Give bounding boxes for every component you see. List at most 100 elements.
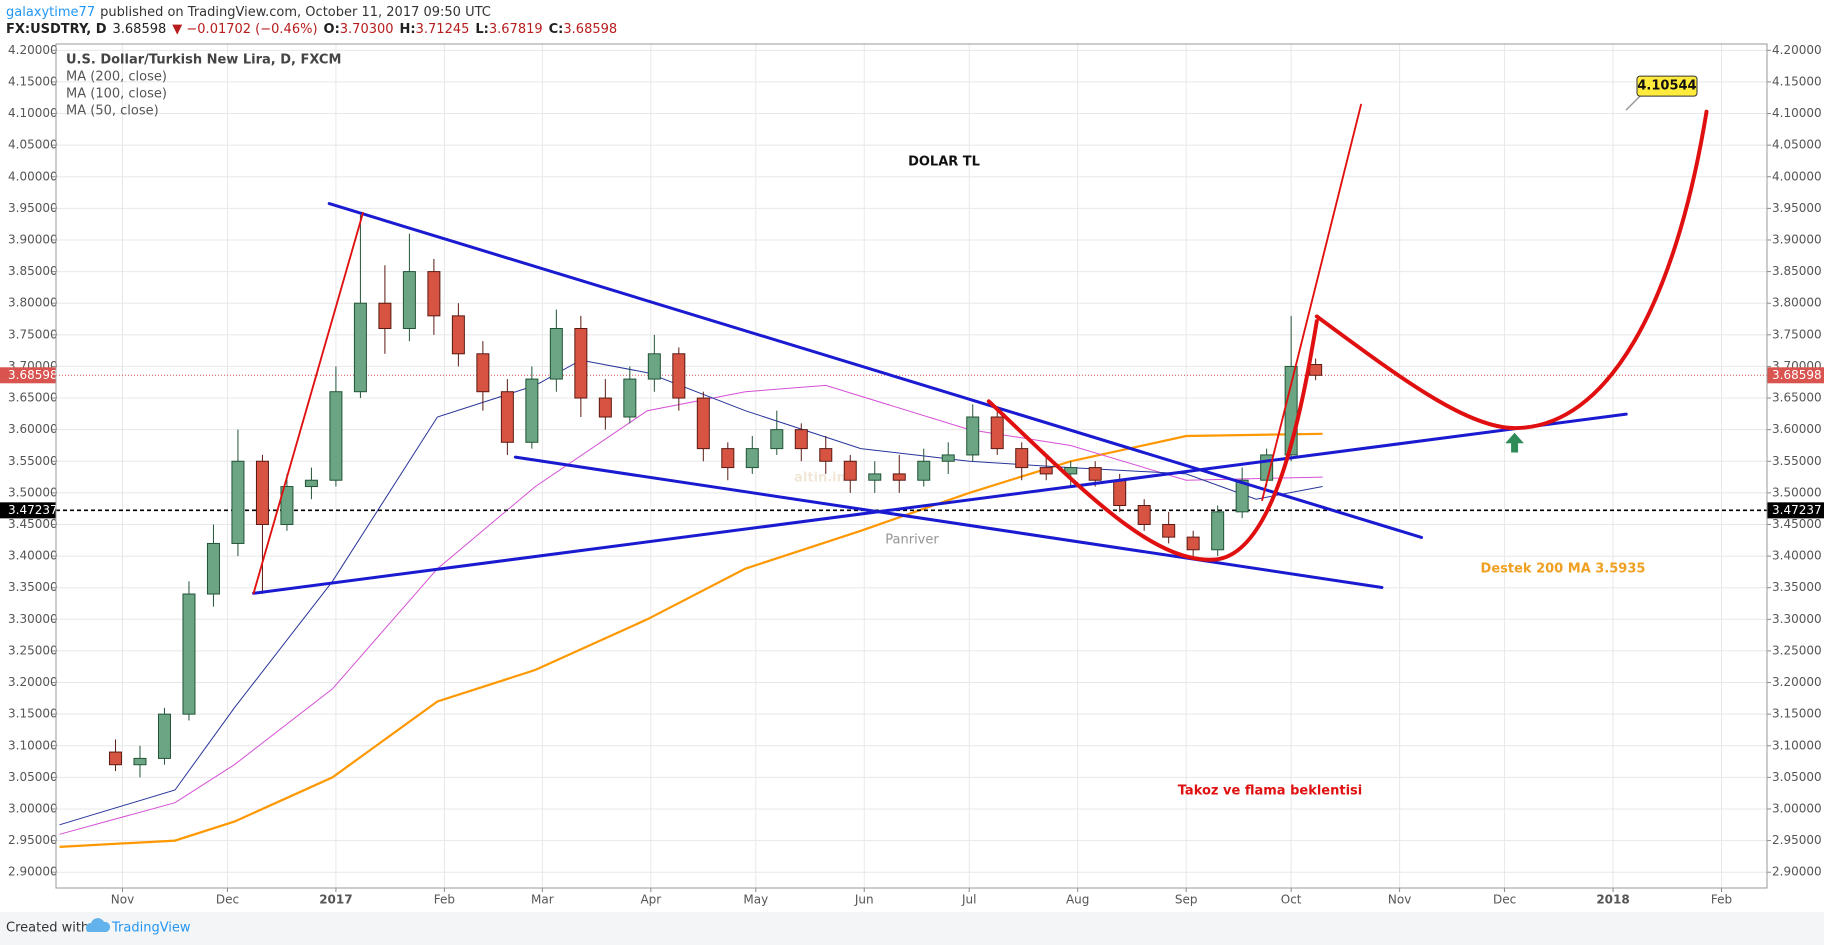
candle-body <box>941 454 955 462</box>
y-tick-label: 3.50000 <box>8 485 58 499</box>
grid-layer <box>56 44 1767 888</box>
change: ▼ −0.01702 (−0.46%) <box>172 22 317 37</box>
y-tick-label: 3.00000 <box>1772 801 1822 815</box>
callout-box <box>1636 75 1698 97</box>
y-tick-label: 4.20000 <box>1772 43 1822 57</box>
x-tick-label: Dec <box>1493 893 1516 907</box>
y-tick-label: 3.30000 <box>8 612 58 626</box>
candle-body <box>402 271 416 329</box>
curve <box>1314 109 1709 431</box>
candle-body <box>672 353 686 399</box>
candle-body <box>1088 467 1102 481</box>
x-tick-label: 2018 <box>1596 893 1629 907</box>
x-tick-label: Feb <box>434 893 455 907</box>
y-tick-label: 3.05000 <box>1772 770 1822 784</box>
plot-frame <box>55 43 1768 889</box>
watermark-logo: altin.in <box>794 471 846 486</box>
y-tick-label: 3.45000 <box>8 517 58 531</box>
x-tick-label: Dec <box>216 893 239 907</box>
y-tick-label: 3.80000 <box>1772 296 1822 310</box>
y-tick-label: 3.40000 <box>1772 549 1822 563</box>
x-tick-label: Apr <box>640 893 661 907</box>
price-box <box>1767 502 1824 519</box>
watermark: Panriver <box>885 533 939 548</box>
y-tick-label: 4.00000 <box>8 169 58 183</box>
ohlc-value: 3.68598 <box>563 22 617 37</box>
callout-label: 4.10544 <box>1637 79 1696 94</box>
y-tick-label: 2.95000 <box>1772 833 1822 847</box>
y-tick-label: 3.25000 <box>8 643 58 657</box>
y-tick-label: 3.35000 <box>1772 580 1822 594</box>
x-tick-label: Sep <box>1175 893 1198 907</box>
candle-body <box>770 429 784 450</box>
candle-body <box>182 593 196 715</box>
price-box <box>0 367 56 384</box>
symbol-line: FX:USDTRY, D 3.68598 ▼ −0.01702 (−0.46%) O:… <box>6 22 617 37</box>
candle-body <box>206 542 220 595</box>
author[interactable]: galaxytime77 <box>6 5 95 20</box>
candle-body <box>623 378 637 418</box>
y-tick-label: 3.90000 <box>8 232 58 246</box>
candle-body <box>451 315 465 355</box>
candle-body <box>696 397 710 450</box>
price-label: 3.47237 <box>1772 503 1822 517</box>
y-tick-label: 3.55000 <box>8 454 58 468</box>
y-tick-label: 3.25000 <box>1772 643 1822 657</box>
x-tick-label: Jun <box>854 893 874 907</box>
footer-brand[interactable]: TradingView <box>111 921 191 936</box>
candle-body <box>427 271 441 317</box>
y-tick-label: 4.05000 <box>8 138 58 152</box>
y-tick-label: 3.75000 <box>1772 327 1822 341</box>
ma-line <box>59 359 1323 826</box>
pole-line <box>252 211 364 595</box>
y-tick-label: 4.15000 <box>8 74 58 88</box>
candle-body <box>500 391 514 443</box>
annotation: DOLAR TL <box>908 155 980 170</box>
y-tick-label: 4.10000 <box>1772 106 1822 120</box>
y-tick-label: 3.15000 <box>8 707 58 721</box>
candle-body <box>1162 523 1176 538</box>
y-tick-label: 3.40000 <box>8 549 58 563</box>
candle-body <box>892 473 906 481</box>
publish-line: galaxytime77 published on TradingView.com… <box>6 5 491 20</box>
candle-body <box>990 416 1004 450</box>
y-tick-label: 3.60000 <box>8 422 58 436</box>
candle-body <box>598 397 612 418</box>
brand-logo <box>85 918 111 932</box>
candle-body <box>1015 448 1029 469</box>
published: published on TradingView.com, October 11… <box>100 5 491 20</box>
ohlc-value: 3.67819 <box>489 22 543 37</box>
y-tick-label: 3.15000 <box>1772 707 1822 721</box>
y-tick-label: 4.10000 <box>8 106 58 120</box>
x-tick-label: Nov <box>1388 893 1411 907</box>
x-tick-label: Jul <box>961 893 976 907</box>
last-price: 3.68598 <box>113 22 167 37</box>
y-tick-label: 3.00000 <box>8 801 58 815</box>
y-tick-label: 3.05000 <box>8 770 58 784</box>
candle-body <box>525 378 539 443</box>
price-label: 3.68598 <box>1772 368 1822 382</box>
annotation: Takoz ve flama beklentisi <box>1178 784 1363 799</box>
trend-line <box>252 412 1628 595</box>
candle-body <box>1137 505 1151 525</box>
y-tick-label: 3.60000 <box>1772 422 1822 436</box>
ma-line <box>59 384 1323 835</box>
candle-body <box>1235 479 1249 513</box>
y-tick-label: 3.65000 <box>8 391 58 405</box>
ohlc-key: L: <box>475 22 488 37</box>
price-label: 3.47237 <box>8 503 58 517</box>
candle-body <box>794 429 808 450</box>
ohlc-value: 3.70300 <box>340 22 394 37</box>
y-tick-label: 3.85000 <box>1772 264 1822 278</box>
y-tick-label: 3.95000 <box>8 201 58 215</box>
drawings <box>252 103 1709 595</box>
candle-body <box>745 448 759 469</box>
legend-entry: MA (100, close) <box>66 87 167 102</box>
candle-body <box>819 448 833 462</box>
price-label: 3.68598 <box>8 368 58 382</box>
x-tick-label: 2017 <box>319 893 352 907</box>
y-tick-label: 3.80000 <box>8 296 58 310</box>
